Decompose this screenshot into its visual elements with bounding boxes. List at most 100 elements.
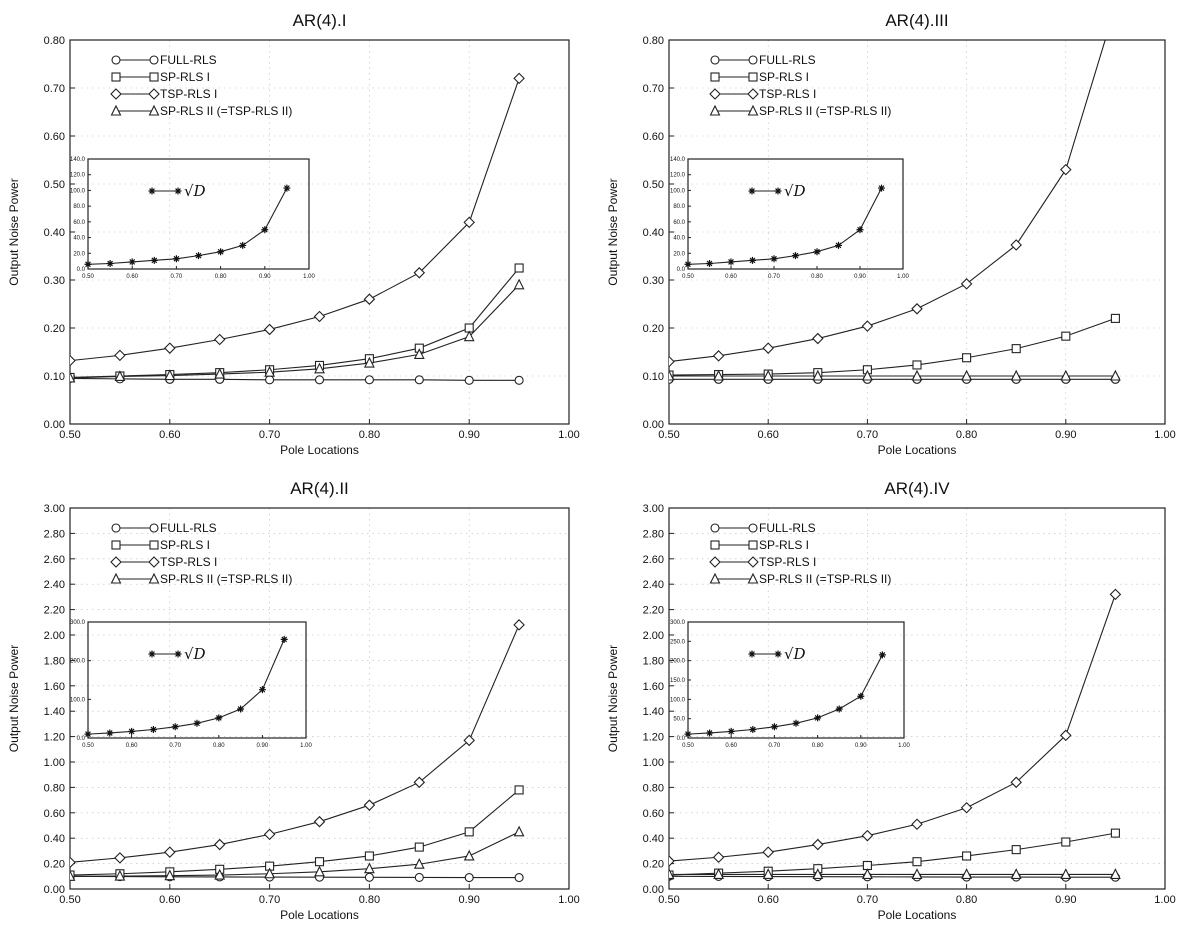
inset-y-tick-label: 250.0 (670, 639, 686, 645)
data-point-diamond (213, 333, 226, 346)
data-point-triangle (713, 369, 724, 381)
inset-legend-marker (774, 650, 782, 658)
y-tick-label: 1.40 (44, 706, 65, 718)
data-point-triangle (812, 369, 824, 381)
data-point-triangle (1010, 369, 1022, 381)
data-point-square (1011, 344, 1021, 354)
inset-data-point-star (856, 226, 864, 234)
legend-label: SP-RLS I (160, 70, 210, 84)
y-tick-label: 1.80 (643, 655, 664, 667)
data-point-diamond (762, 342, 774, 354)
y-tick-label: 1.60 (643, 681, 664, 693)
inset-y-tick-label: 120.0 (670, 173, 686, 179)
inset-x-tick-label: 0.90 (854, 274, 866, 280)
y-tick-label: 1.20 (44, 732, 65, 744)
data-point-diamond (363, 799, 376, 811)
inset-series-line (87, 639, 285, 735)
inset-x-tick-label: 0.80 (811, 274, 823, 280)
data-point-diamond (70, 354, 76, 367)
data-point-triangle (762, 369, 774, 381)
inset-frame (87, 621, 307, 739)
data-point-square (414, 842, 424, 852)
y-tick-label: 0.20 (44, 859, 65, 871)
data-point-triangle (164, 869, 176, 881)
legend-label: SP-RLS I (759, 538, 809, 552)
legend-label: TSP-RLS I (160, 87, 217, 101)
inset-y-tick-label: 300.0 (70, 620, 86, 626)
data-point-diamond (1010, 239, 1022, 251)
y-tick-label: 0.40 (643, 833, 664, 845)
data-point-diamond (1109, 588, 1122, 601)
inset-x-tick-label: 0.70 (169, 743, 181, 749)
inset-y-tick-label: 50.0 (673, 717, 685, 723)
data-point-circle (265, 375, 275, 385)
inset-data-point-star (195, 252, 202, 260)
x-tick-label: 0.90 (1055, 894, 1076, 906)
data-point-circle (414, 375, 424, 385)
inset-data-point-star (261, 226, 269, 234)
x-tick-label: 0.70 (259, 894, 280, 906)
data-point-diamond (712, 851, 725, 864)
inset-legend-marker (174, 650, 182, 658)
inset-legend-label: √D (184, 645, 206, 663)
legend-marker-triangle (110, 572, 122, 584)
chart-title: AR(4).I (293, 11, 347, 30)
inset-x-tick-label: 0.80 (213, 743, 225, 749)
inset-y-tick-label: 100.0 (70, 188, 86, 194)
y-tick-label: 0.20 (643, 859, 664, 871)
legend-marker-triangle (148, 104, 160, 116)
x-tick-label: 0.50 (658, 894, 679, 906)
inset-data-point-star (172, 255, 180, 263)
series-line (70, 875, 520, 879)
data-point-diamond (812, 838, 824, 851)
y-tick-label: 1.80 (44, 655, 65, 667)
y-tick-label: 0.80 (44, 782, 65, 794)
y-axis-label: Output Noise Power (7, 178, 21, 285)
legend-marker-circle (748, 55, 758, 65)
y-tick-label: 0.10 (643, 371, 664, 383)
inset-data-point-star (770, 255, 778, 263)
data-point-triangle (463, 330, 475, 342)
inset-x-tick-label: 1.00 (898, 743, 910, 749)
series-line (669, 594, 1116, 862)
inset-data-point-star (814, 714, 822, 722)
data-point-triangle (364, 356, 375, 368)
series-line (70, 78, 520, 362)
data-point-triangle (314, 865, 325, 877)
data-point-diamond (313, 310, 326, 323)
inset-y-tick-label: 20.0 (673, 251, 685, 257)
series-line (669, 875, 1116, 878)
data-point-triangle (214, 367, 226, 379)
legend-marker-diamond (747, 556, 759, 568)
data-point-diamond (463, 734, 475, 747)
data-point-diamond (363, 293, 376, 305)
inset-data-point-star (727, 258, 735, 266)
data-point-diamond (911, 818, 923, 831)
series-line (70, 789, 520, 876)
y-tick-label: 2.00 (44, 630, 65, 642)
inset-data-point-star (215, 714, 223, 722)
data-point-diamond (861, 829, 874, 842)
legend-label: SP-RLS I (759, 70, 809, 84)
data-point-circle (514, 873, 524, 883)
series-line (669, 40, 1106, 363)
y-tick-label: 2.20 (44, 605, 65, 617)
legend-marker-square (149, 72, 159, 82)
legend-marker-diamond (110, 556, 122, 568)
x-tick-label: 0.50 (658, 429, 679, 441)
x-tick-label: 0.80 (359, 429, 380, 441)
inset-y-tick-label: 0.0 (77, 267, 86, 273)
y-tick-label: 0.70 (643, 83, 664, 95)
data-point-diamond (669, 855, 675, 867)
data-point-square (514, 785, 524, 795)
data-point-circle (364, 375, 374, 385)
data-point-diamond (812, 332, 824, 345)
x-tick-label: 1.00 (1154, 429, 1175, 441)
legend-label: FULL-RLS (160, 53, 217, 67)
inset-y-tick-label: 140.0 (70, 157, 86, 163)
legend-marker-diamond (747, 88, 759, 100)
data-point-triangle (1060, 868, 1072, 879)
data-point-triangle (463, 849, 475, 861)
inset-y-tick-label: 100.0 (670, 697, 686, 703)
